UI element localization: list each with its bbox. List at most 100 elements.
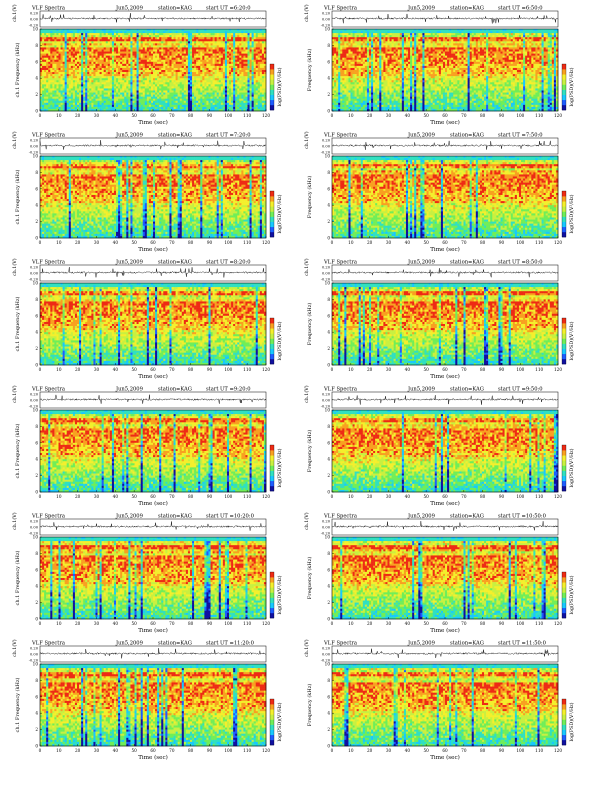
x-tick-label: 80 xyxy=(188,367,194,372)
spectrogram-svg: VLF Spectra Jun5,2009 station=KAG start UT … xyxy=(303,258,575,380)
waveform-tick-label: -0.20 xyxy=(321,531,331,535)
title-text: VLF Spectra xyxy=(31,133,65,139)
colorbar xyxy=(561,317,567,365)
y-tick-label: 8 xyxy=(35,170,38,175)
x-tick-label: 60 xyxy=(150,494,156,499)
spectrogram-panel: VLF Spectra Jun5,2009 station=KAG start UT … xyxy=(8,639,288,763)
spectrogram-panel: VLF Spectra Jun5,2009 station=KAG start UT … xyxy=(300,385,580,509)
spectrogram-svg: VLF Spectra Jun5,2009 station=KAG start UT … xyxy=(11,385,283,507)
x-tick-label: 0 xyxy=(39,367,42,372)
y-tick-label: 10 xyxy=(33,408,39,413)
y-tick-label: 8 xyxy=(35,424,38,429)
x-tick-label: 70 xyxy=(169,240,175,245)
x-tick-label: 110 xyxy=(243,748,251,753)
y-tick-label: 8 xyxy=(327,170,330,175)
spectrogram-image xyxy=(40,156,267,239)
x-tick-label: 50 xyxy=(423,621,429,626)
spectrogram-image xyxy=(332,283,559,366)
x-tick-label: 40 xyxy=(405,367,411,372)
start-time-text: start UT =8:50:0 xyxy=(498,260,543,266)
waveform-tick-label: 0.00 xyxy=(322,17,331,21)
waveform-tick-label: -0.20 xyxy=(321,658,331,662)
x-axis-label: Time (sec) xyxy=(430,373,460,380)
title-text: VLF Spectra xyxy=(31,6,65,12)
y-tick-label: 0 xyxy=(35,363,38,368)
waveform-trace xyxy=(39,13,267,23)
x-tick-label: 100 xyxy=(516,621,524,626)
x-tick-label: 0 xyxy=(39,748,42,753)
x-tick-label: 110 xyxy=(243,621,251,626)
waveform-tick-label: 0.20 xyxy=(322,138,331,142)
x-tick-label: 20 xyxy=(367,240,373,245)
title-text: VLF Spectra xyxy=(31,260,65,266)
x-tick-label: 0 xyxy=(331,621,334,626)
waveform-axis-label: ch.1(V) xyxy=(303,385,310,403)
x-tick-label: 60 xyxy=(442,494,448,499)
title-text: VLF Spectra xyxy=(323,6,357,12)
title-text: VLF Spectra xyxy=(31,514,65,520)
x-tick-label: 0 xyxy=(39,113,42,118)
waveform-frame xyxy=(39,264,267,282)
spectrogram-panel: VLF Spectra Jun5,2009 station=KAG start UT … xyxy=(300,639,580,763)
x-tick-label: 40 xyxy=(405,621,411,626)
waveform-trace xyxy=(331,140,559,150)
x-tick-label: 80 xyxy=(480,113,486,118)
x-tick-label: 80 xyxy=(480,240,486,245)
colorbar xyxy=(561,190,567,238)
y-axis-label: Frequency (kHz) xyxy=(306,684,313,727)
y-tick-label: 6 xyxy=(35,567,38,572)
station-text: station=KAG xyxy=(450,641,484,647)
x-tick-label: 90 xyxy=(207,367,213,372)
x-tick-label: 60 xyxy=(442,748,448,753)
colorbar-label: log(PSD)(V²/Hz) xyxy=(568,448,575,487)
x-axis-label: Time (sec) xyxy=(430,119,460,126)
x-tick-label: 50 xyxy=(423,367,429,372)
y-tick-label: 2 xyxy=(35,346,38,351)
y-tick-label: 4 xyxy=(35,584,38,589)
x-tick-label: 0 xyxy=(331,367,334,372)
colorbar-label: log(PSD)(V²/Hz) xyxy=(568,575,575,614)
waveform-axis-label: ch.1(V) xyxy=(303,512,310,530)
waveform-tick-label: 0.00 xyxy=(30,271,39,275)
x-tick-label: 70 xyxy=(461,113,467,118)
y-tick-label: 10 xyxy=(325,535,331,540)
y-tick-label: 6 xyxy=(35,59,38,64)
y-tick-label: 4 xyxy=(35,711,38,716)
x-tick-label: 30 xyxy=(386,621,392,626)
x-tick-label: 70 xyxy=(169,494,175,499)
waveform-tick-label: -0.20 xyxy=(29,531,39,535)
y-tick-label: 10 xyxy=(325,154,331,159)
x-tick-label: 70 xyxy=(461,367,467,372)
y-tick-label: 0 xyxy=(35,236,38,241)
station-text: station=KAG xyxy=(158,514,192,520)
x-tick-label: 90 xyxy=(499,494,505,499)
x-tick-label: 120 xyxy=(262,621,270,626)
x-tick-label: 20 xyxy=(367,748,373,753)
x-tick-label: 20 xyxy=(75,748,81,753)
x-tick-label: 30 xyxy=(94,494,100,499)
waveform-trace xyxy=(39,394,267,404)
spectrogram-svg: VLF Spectra Jun5,2009 station=KAG start UT … xyxy=(11,512,283,634)
y-tick-label: 4 xyxy=(35,457,38,462)
y-tick-label: 8 xyxy=(327,551,330,556)
x-tick-label: 90 xyxy=(207,113,213,118)
x-tick-label: 0 xyxy=(39,621,42,626)
x-tick-label: 50 xyxy=(423,113,429,118)
x-tick-label: 0 xyxy=(331,494,334,499)
start-time-text: start UT =7:50:0 xyxy=(498,133,543,139)
x-tick-label: 100 xyxy=(224,113,232,118)
y-tick-label: 10 xyxy=(33,27,39,32)
x-tick-label: 70 xyxy=(461,748,467,753)
x-tick-label: 80 xyxy=(480,621,486,626)
y-tick-label: 0 xyxy=(35,617,38,622)
waveform-trace xyxy=(39,648,267,659)
y-tick-label: 8 xyxy=(327,43,330,48)
y-tick-label: 0 xyxy=(35,109,38,114)
colorbar xyxy=(561,698,567,746)
x-tick-label: 40 xyxy=(405,240,411,245)
x-tick-label: 20 xyxy=(75,240,81,245)
spectrogram-image xyxy=(332,664,559,747)
y-axis-label: ch.1 Frequency (kHz) xyxy=(14,42,21,97)
spectrogram-svg: VLF Spectra Jun5,2009 station=KAG start UT … xyxy=(11,131,283,253)
x-tick-label: 30 xyxy=(386,240,392,245)
